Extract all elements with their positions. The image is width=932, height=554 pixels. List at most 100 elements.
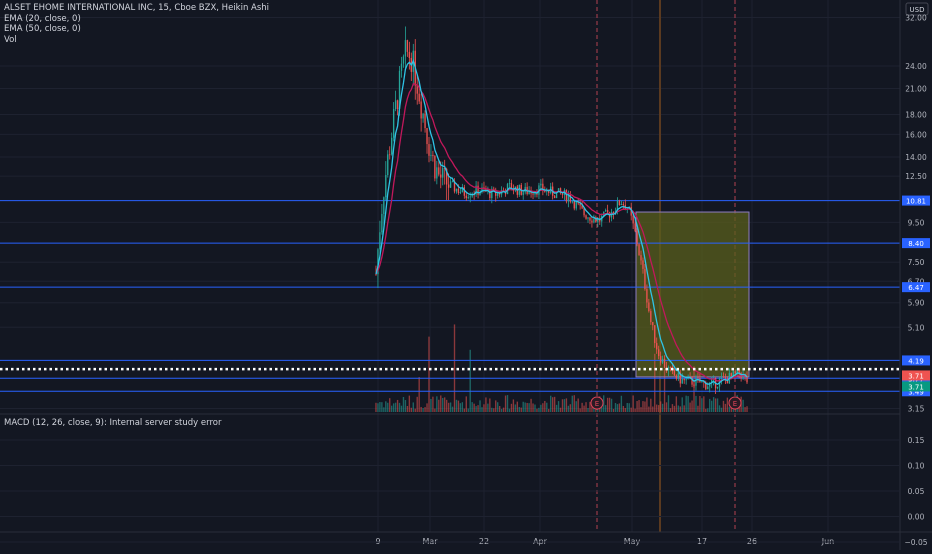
volume-bar (455, 399, 458, 412)
candle-body (391, 137, 393, 155)
candle-body (630, 207, 632, 216)
current-price-tag: 3.71 (908, 372, 924, 380)
volume-bar (426, 403, 428, 412)
volume-bar (532, 403, 534, 412)
candle-body (577, 201, 579, 204)
candle-body (489, 189, 491, 199)
candle-body (595, 218, 597, 223)
candle-body (394, 100, 397, 110)
volume-bar (589, 401, 591, 412)
volume-bar (491, 407, 493, 412)
volume-bar (707, 408, 709, 412)
candle-body (597, 218, 599, 223)
ema50-legend[interactable]: EMA (50, close, 0) (4, 24, 81, 34)
volume-bar (581, 402, 583, 412)
volume-bar (679, 406, 681, 412)
candle-body (508, 183, 511, 184)
candle-body (575, 201, 577, 209)
volume-bar (412, 402, 414, 412)
volume-bar (603, 395, 605, 412)
volume-bar (608, 397, 611, 412)
level-tag-box (902, 238, 930, 249)
candle-body (534, 192, 536, 195)
candle-body (697, 377, 699, 379)
candle-body (453, 181, 456, 192)
volume-bar (610, 398, 613, 412)
candle-body (695, 377, 697, 386)
volume-bar (659, 401, 662, 412)
volume-bar (716, 398, 719, 412)
volume-bar (720, 407, 723, 412)
level-tag: 8.40 (908, 240, 924, 248)
candle-body (632, 215, 634, 224)
candle-body (650, 311, 652, 323)
volume-bar (746, 406, 748, 412)
volume-bar (445, 399, 448, 412)
candle-body (561, 193, 564, 195)
time-axis[interactable]: 9Mar22AprMay1726Jun (0, 531, 932, 546)
volume-bar (379, 402, 381, 412)
candle-body (438, 167, 440, 175)
volume-bar (618, 403, 621, 412)
candle-body (679, 372, 681, 384)
volume-bar (663, 369, 666, 412)
macd-tick: 0.10 (908, 462, 925, 471)
candle-body (652, 322, 654, 326)
volume-bar (634, 408, 636, 412)
volume-bar (714, 398, 717, 412)
volume-bar (463, 408, 466, 412)
volume-bar (632, 395, 634, 412)
candle-body (636, 231, 638, 245)
volume-bar (493, 408, 495, 412)
macd-legend[interactable]: MACD (12, 26, close, 9): Internal server… (4, 418, 222, 428)
volume-bar (485, 397, 487, 412)
horizontal-levels[interactable] (0, 200, 900, 392)
candle-body (716, 386, 719, 389)
volume-bar (567, 405, 570, 412)
volume-bar (665, 402, 668, 412)
vol-legend[interactable]: Vol (4, 34, 17, 45)
candle-body (654, 325, 656, 344)
volume-bar (504, 395, 507, 412)
volume-bar (457, 400, 460, 412)
volume-bar (506, 395, 509, 412)
volume-bar (514, 404, 517, 412)
volume-bar (396, 399, 399, 412)
candle-body (657, 349, 660, 357)
volume-bar (553, 396, 556, 412)
candle-body (461, 187, 464, 193)
price-tick: 14.00 (905, 153, 927, 162)
volume-bar (410, 407, 412, 412)
price-tick: 5.90 (908, 299, 925, 308)
volume-bar (497, 402, 499, 412)
candle-body (447, 184, 450, 188)
candle-body (477, 185, 479, 195)
highlight-box[interactable] (635, 211, 750, 378)
candle-body (656, 343, 658, 350)
candle-body (638, 244, 640, 256)
volume-bar (732, 408, 734, 412)
volume-bar (573, 395, 575, 412)
volume-bar (681, 397, 683, 412)
volume-bar (469, 349, 471, 412)
volume-bar (646, 397, 648, 412)
volume-bar (612, 408, 615, 412)
volume-bar (528, 403, 530, 412)
level-tag-box (902, 195, 930, 206)
volume-bar (577, 398, 579, 412)
volume-bar (524, 402, 526, 412)
candle-body (522, 192, 524, 195)
candle-body (705, 381, 707, 390)
candle-body (724, 376, 727, 379)
ema20-legend[interactable]: EMA (20, close, 0) (4, 13, 81, 24)
volume-bar (628, 403, 630, 412)
macd-tick: 0.05 (908, 487, 925, 496)
symbol-title[interactable]: ALSET EHOME INTERNATIONAL INC, 15, Cboe … (4, 3, 270, 13)
candle-body (440, 174, 442, 178)
candle-body (687, 376, 689, 380)
volume-bar (638, 400, 640, 412)
